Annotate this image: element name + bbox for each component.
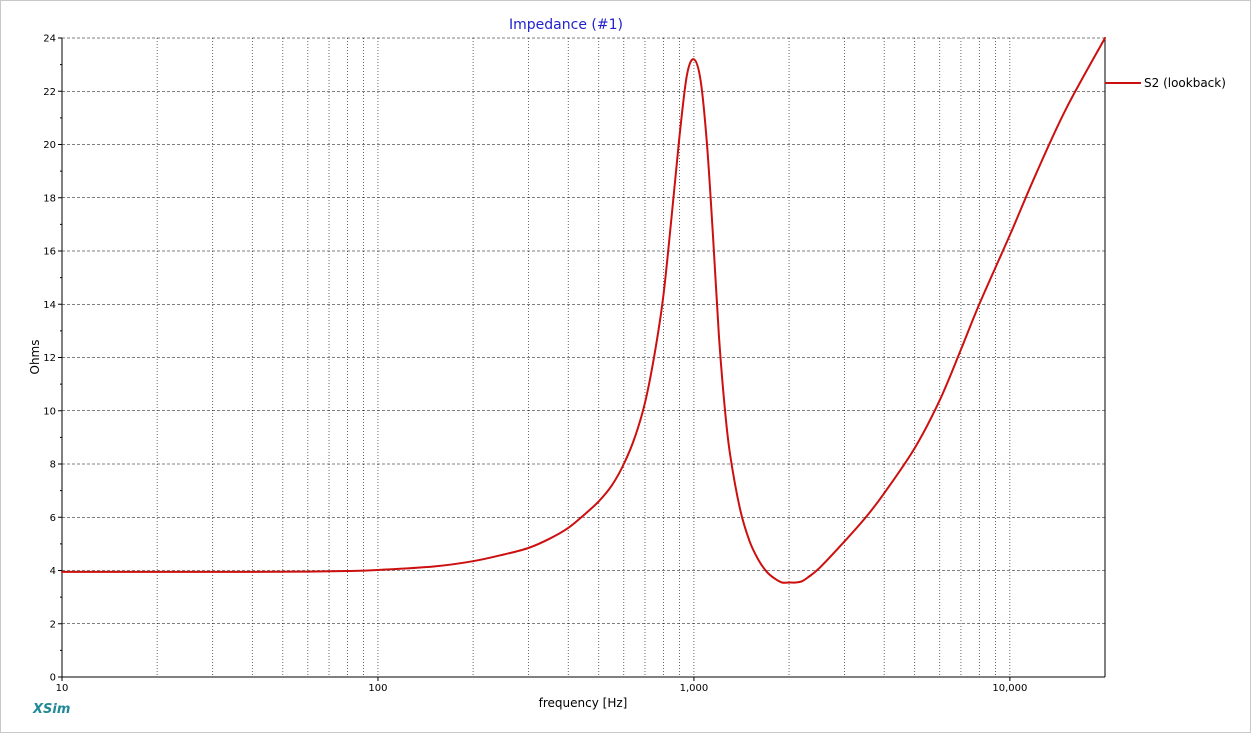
y-tick-label: 6 [50, 513, 56, 524]
legend: S2 (lookback) [1105, 76, 1226, 90]
y-tick-label: 16 [43, 247, 56, 258]
y-tick-label: 14 [43, 300, 56, 311]
x-tick-label: 1,000 [680, 683, 709, 694]
legend-label: S2 (lookback) [1144, 76, 1226, 90]
x-axis-title: frequency [Hz] [539, 696, 628, 710]
y-tick-label: 4 [50, 566, 56, 577]
y-axis-title: Ohms [28, 340, 42, 375]
x-tick-label: 10 [56, 683, 69, 694]
y-tick-label: 8 [50, 460, 56, 471]
y-tick-label: 22 [43, 87, 56, 98]
y-tick-label: 12 [43, 353, 56, 364]
app-brand-logo: XSim [32, 702, 70, 717]
grid [62, 37, 1105, 677]
y-tick-label: 10 [43, 406, 56, 417]
y-tick-label: 24 [43, 34, 56, 45]
y-tick-label: 18 [43, 193, 56, 204]
y-tick-label: 0 [50, 673, 56, 684]
series-layer [61, 37, 1106, 584]
series-line-0 [61, 37, 1106, 584]
chart-title: Impedance (#1) [509, 17, 623, 33]
y-tick-label: 20 [43, 140, 56, 151]
x-tick-label: 100 [368, 683, 387, 694]
x-tick-label: 10,000 [992, 683, 1027, 694]
y-tick-label: 2 [50, 619, 56, 630]
